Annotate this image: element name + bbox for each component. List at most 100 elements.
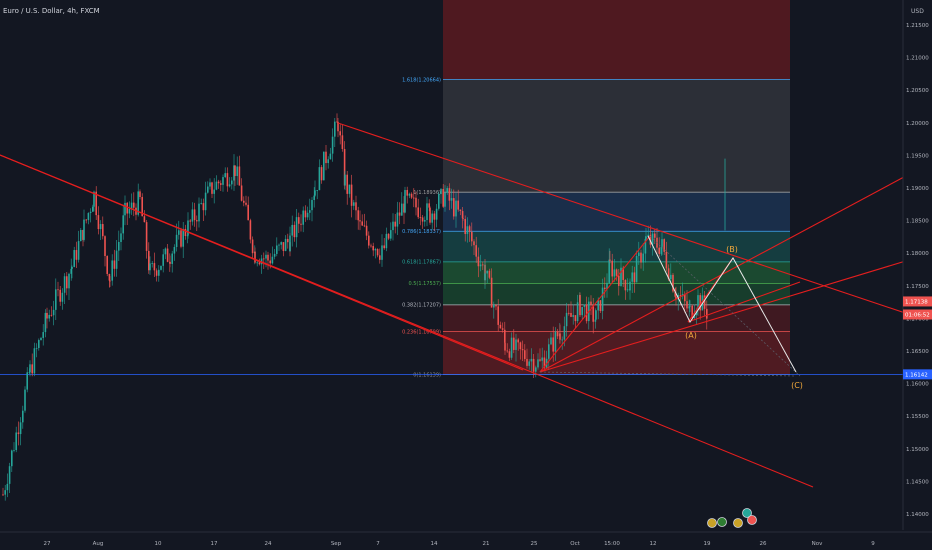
candle-body (608, 259, 610, 283)
candle-body (341, 135, 344, 150)
candle-body (224, 173, 226, 178)
candle-body (75, 250, 78, 260)
candle-body (304, 210, 307, 218)
candle-body (644, 238, 647, 254)
candle-body (576, 302, 579, 322)
candle-body (245, 202, 247, 205)
trendline[interactable] (539, 161, 932, 373)
candle-body (556, 331, 559, 337)
candle-body (73, 250, 75, 267)
drawing-tools[interactable]: (A) (B) (C) (0, 122, 932, 528)
candle-body (466, 226, 469, 235)
candle-body (158, 269, 160, 276)
event-icon[interactable] (733, 518, 743, 528)
candle-body (450, 198, 453, 201)
candle-body (133, 202, 135, 208)
candle-body (611, 260, 613, 277)
price-tick: 1.15000 (906, 447, 929, 453)
candle-body (35, 347, 38, 349)
candle-body (215, 181, 218, 190)
candle-body (501, 328, 504, 330)
price-axis[interactable]: 1.21500 1.21000 1.20500 1.20000 1.19500 1.190… (902, 0, 932, 530)
candle-body (151, 263, 153, 264)
candle-body (204, 192, 207, 211)
projection-line (539, 371, 797, 377)
candle-body (61, 292, 64, 302)
candle-body (17, 432, 20, 435)
candle-body (361, 221, 363, 226)
candle-body (155, 270, 158, 276)
candle-body (490, 277, 493, 308)
trendline[interactable] (0, 154, 814, 488)
candle-body (284, 238, 287, 251)
candle-body (243, 200, 245, 203)
candle-body (171, 253, 173, 264)
candle-body (504, 342, 506, 351)
candle-body (376, 249, 379, 256)
candle-body (706, 308, 708, 319)
candle-body (497, 306, 499, 325)
candle-body (526, 358, 528, 366)
elliott-wave-line[interactable] (647, 235, 797, 373)
candle-body (568, 312, 570, 314)
candle-body (42, 332, 44, 338)
event-icon[interactable] (717, 517, 727, 527)
candle-body (320, 167, 323, 181)
candle-body (572, 315, 574, 317)
candle-body (645, 236, 647, 239)
candle-body (609, 259, 611, 261)
candle-body (291, 224, 293, 236)
price-tick: 1.15500 (906, 414, 929, 420)
candle-body (228, 184, 231, 187)
candle-body (448, 188, 451, 201)
fibonacci-retracement[interactable]: 0(1.16139) 0.236(1.16799) 0.382(1.17207) 0.… (0, 0, 903, 378)
candle-body (622, 267, 624, 280)
candle-body (464, 219, 466, 235)
candle-body (191, 209, 194, 222)
candle-body (647, 234, 649, 237)
candle-body (663, 239, 665, 252)
candle-body (113, 260, 116, 269)
price-tick: 1.19500 (906, 153, 929, 159)
price-tick: 1.21000 (906, 56, 929, 62)
price-axis-bg (903, 0, 932, 530)
candle-body (52, 309, 55, 316)
candle-body (417, 207, 419, 218)
candle-body (504, 329, 506, 343)
candle-body (363, 225, 366, 227)
candle-body (620, 267, 622, 286)
candle-body (385, 233, 388, 249)
candle-body (149, 263, 151, 271)
candle-body (561, 339, 563, 341)
time-axis[interactable]: 27 Aug 10 17 24 Sep 7 14 21 25 Oct 15:00 12 19 26 Nov 9 (0, 531, 932, 550)
candle-body (599, 300, 602, 312)
trendline[interactable] (687, 281, 801, 323)
fib-level-label: 1.618(1.20664) (402, 77, 441, 83)
fib-level-label: 0.618(1.17867) (402, 260, 441, 266)
candle-body (309, 210, 311, 213)
candle-body (404, 190, 406, 213)
candle-body (141, 197, 143, 217)
fib-level-label: 0.786(1.18337) (402, 229, 441, 235)
candle-body (33, 348, 36, 374)
time-tick: Sep (331, 541, 342, 547)
event-icon[interactable] (742, 508, 752, 518)
candle-body (595, 310, 597, 320)
trendline[interactable] (539, 252, 932, 373)
candle-body (365, 225, 368, 236)
trendline[interactable] (539, 235, 651, 373)
candle-body (139, 191, 141, 198)
candle-body (530, 358, 533, 362)
candle-body (379, 255, 381, 260)
trendline[interactable] (337, 122, 932, 323)
candle-body (4, 490, 6, 495)
candle-body (247, 204, 249, 221)
candle-body (629, 281, 631, 291)
candle-body (118, 241, 120, 251)
fib-level-label: 0(1.16139) (413, 372, 441, 378)
event-icon[interactable] (747, 515, 757, 525)
candle-body (77, 241, 80, 260)
event-icon[interactable] (707, 518, 717, 528)
candle-body (267, 254, 269, 261)
